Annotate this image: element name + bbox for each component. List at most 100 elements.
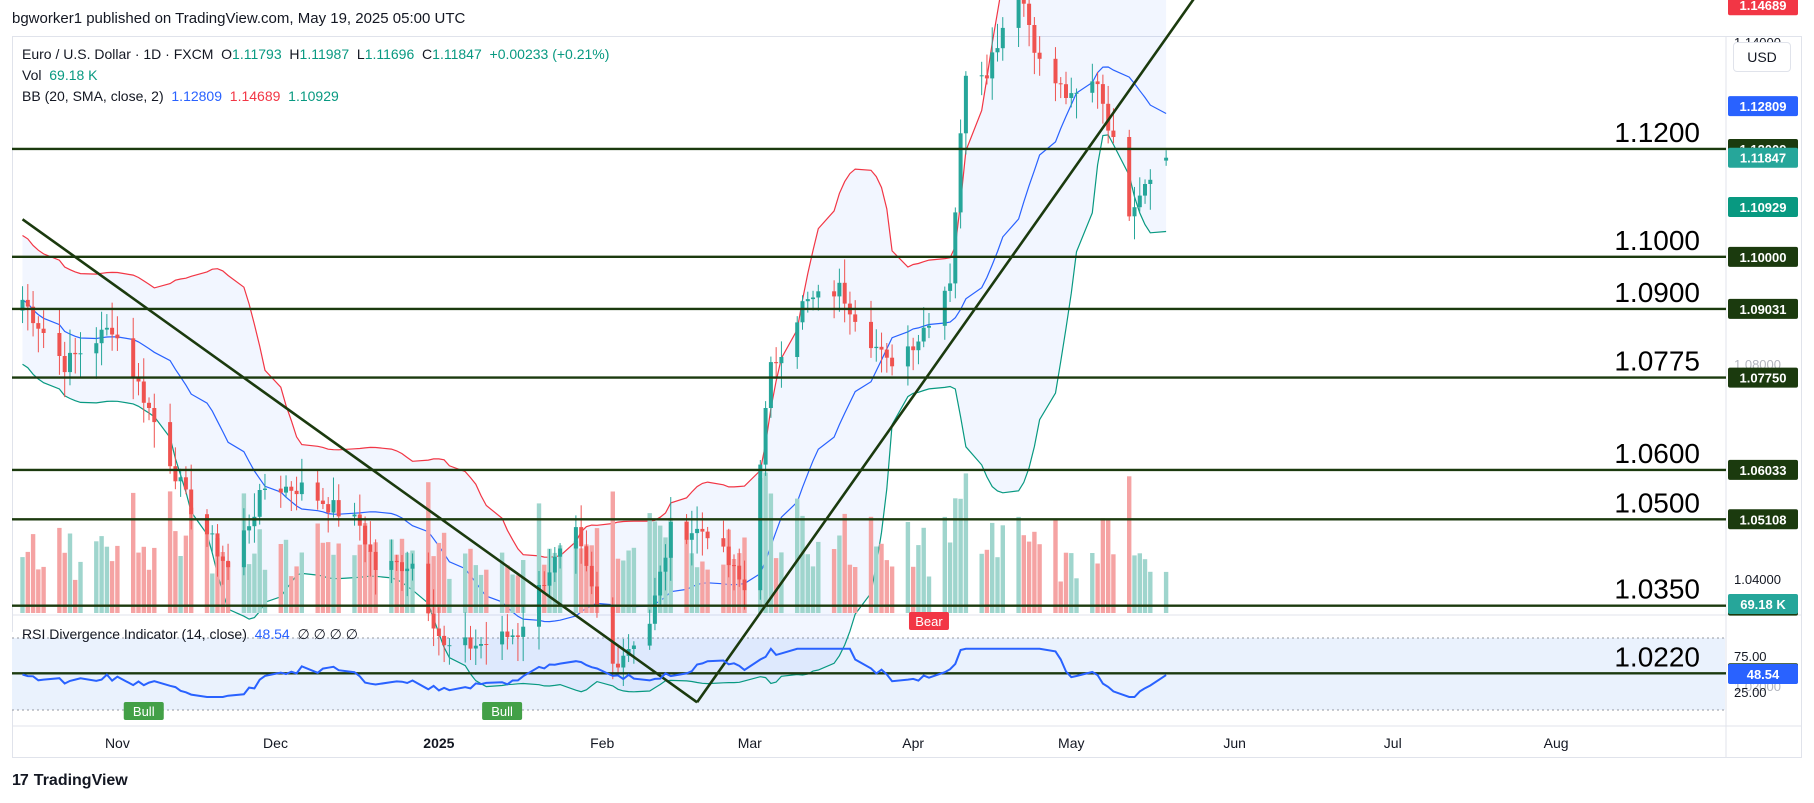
bull-signal[interactable]	[123, 702, 164, 720]
price-label[interactable]	[1728, 147, 1798, 168]
candle[interactable]	[768, 362, 773, 408]
candle[interactable]	[552, 556, 557, 573]
candle[interactable]	[1106, 103, 1111, 131]
candle[interactable]	[326, 504, 331, 513]
candle[interactable]	[252, 516, 257, 527]
candle[interactable]	[1016, 0, 1021, 28]
candle[interactable]	[41, 328, 46, 333]
candle[interactable]	[832, 291, 837, 297]
candle[interactable]	[147, 402, 151, 408]
candle[interactable]	[168, 422, 173, 467]
candle[interactable]	[1127, 137, 1132, 217]
candle[interactable]	[695, 528, 700, 534]
candle[interactable]	[921, 327, 926, 342]
candle[interactable]	[68, 352, 72, 373]
price-label[interactable]	[1728, 459, 1798, 480]
candle[interactable]	[1164, 157, 1169, 161]
candle[interactable]	[542, 585, 547, 586]
candle[interactable]	[1095, 81, 1100, 85]
candle[interactable]	[473, 645, 478, 649]
candle[interactable]	[879, 346, 884, 350]
candle[interactable]	[1074, 92, 1079, 94]
candle[interactable]	[805, 299, 810, 302]
candle[interactable]	[621, 655, 626, 668]
candle[interactable]	[505, 631, 510, 638]
candle[interactable]	[78, 353, 83, 355]
candle[interactable]	[984, 75, 989, 79]
candle[interactable]	[1032, 25, 1037, 53]
candle[interactable]	[431, 613, 436, 629]
candle[interactable]	[927, 325, 931, 328]
candle[interactable]	[294, 490, 299, 495]
candle[interactable]	[400, 562, 404, 572]
candle[interactable]	[689, 533, 694, 540]
candle[interactable]	[205, 514, 209, 535]
price-label[interactable]	[1728, 246, 1798, 267]
candle[interactable]	[373, 551, 378, 570]
candle[interactable]	[795, 322, 800, 357]
volume-row[interactable]: Vol 69.18 K	[22, 65, 609, 86]
candle[interactable]	[726, 546, 731, 566]
candle[interactable]	[468, 637, 473, 649]
candle[interactable]	[521, 626, 526, 637]
candle[interactable]	[579, 527, 584, 547]
candle[interactable]	[62, 356, 67, 373]
candle[interactable]	[816, 291, 821, 298]
candle[interactable]	[426, 563, 431, 614]
currency-button[interactable]: USD	[1733, 42, 1791, 72]
candle[interactable]	[763, 408, 768, 465]
candle[interactable]	[979, 75, 984, 77]
candle[interactable]	[442, 635, 447, 646]
candle[interactable]	[842, 282, 847, 304]
candle[interactable]	[547, 572, 552, 586]
candle[interactable]	[658, 571, 663, 596]
candle[interactable]	[663, 557, 668, 572]
candle[interactable]	[352, 514, 357, 517]
candle[interactable]	[479, 644, 483, 646]
candle[interactable]	[31, 306, 36, 324]
candle[interactable]	[1053, 58, 1058, 84]
candle[interactable]	[1058, 83, 1063, 85]
candle[interactable]	[263, 488, 267, 490]
candle[interactable]	[958, 133, 963, 213]
candle[interactable]	[463, 637, 468, 646]
candle[interactable]	[647, 623, 652, 646]
candle[interactable]	[948, 283, 953, 291]
candle[interactable]	[732, 565, 736, 567]
candle[interactable]	[742, 579, 747, 591]
price-label[interactable]	[1728, 0, 1798, 16]
candle[interactable]	[573, 527, 578, 549]
candle[interactable]	[853, 314, 858, 322]
candle[interactable]	[257, 490, 262, 517]
candle[interactable]	[1090, 81, 1095, 93]
candle[interactable]	[963, 75, 968, 134]
candle[interactable]	[320, 500, 325, 504]
price-label[interactable]	[1728, 367, 1798, 388]
candle[interactable]	[1021, 0, 1026, 4]
rsi-value-label[interactable]	[1728, 664, 1798, 684]
candle[interactable]	[131, 338, 136, 379]
candle[interactable]	[558, 548, 563, 557]
candle[interactable]	[299, 482, 304, 495]
price-label[interactable]	[1728, 96, 1798, 117]
candle[interactable]	[652, 595, 657, 624]
candle[interactable]	[173, 466, 178, 482]
candle[interactable]	[1143, 184, 1147, 196]
candle[interactable]	[990, 52, 995, 79]
candle[interactable]	[363, 525, 368, 545]
rsi-line[interactable]	[22, 647, 1167, 698]
candle[interactable]	[584, 546, 589, 566]
candle[interactable]	[215, 533, 220, 557]
candle[interactable]	[189, 489, 194, 515]
candle[interactable]	[874, 346, 879, 349]
candle[interactable]	[284, 486, 288, 493]
candle[interactable]	[484, 644, 489, 645]
candle[interactable]	[610, 606, 615, 664]
candle[interactable]	[774, 362, 779, 364]
candle[interactable]	[1132, 207, 1137, 217]
candle[interactable]	[1100, 84, 1105, 104]
candle[interactable]	[278, 488, 283, 493]
candle[interactable]	[152, 408, 157, 423]
rsi-legend[interactable]: RSI Divergence Indicator (14, close) 48.…	[22, 626, 358, 643]
candle[interactable]	[800, 301, 805, 323]
